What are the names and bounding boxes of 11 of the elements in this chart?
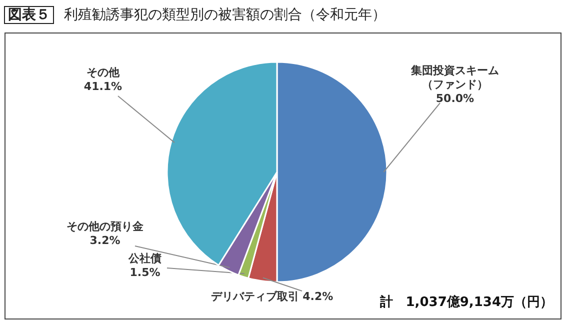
slice-label: その他 [86, 66, 120, 80]
data-label: 1.5% [128, 266, 162, 280]
chart-title: 図表５ 利殖勧誘事犯の類型別の被害額の割合（令和元年） [7, 6, 386, 24]
slice-label: 集団投資スキーム（ファンド） [410, 64, 500, 92]
slice-label: 公社債 [128, 252, 162, 266]
text: 計 1,037億9,134万（円） [380, 294, 553, 311]
data-label: 41.1% [84, 80, 122, 94]
slice-label: デリバティブ取引 4.2% [210, 290, 334, 304]
slice-label: その他の預り金 [66, 220, 144, 234]
data-label: 3.2% [88, 234, 122, 248]
data-label: 50.0% [434, 92, 476, 106]
